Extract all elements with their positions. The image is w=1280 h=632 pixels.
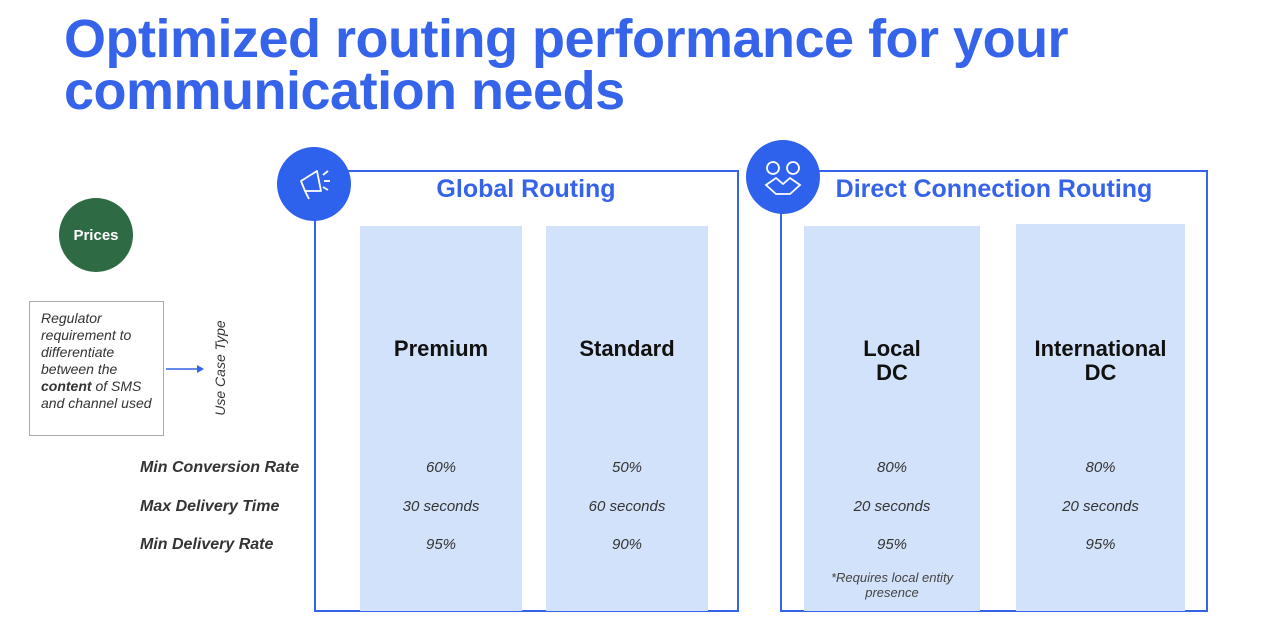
row-label: Min Conversion Rate xyxy=(140,459,300,476)
note-bold: content xyxy=(41,378,92,394)
cell-value: 95% xyxy=(425,536,457,553)
arrow xyxy=(166,365,204,373)
column xyxy=(1016,224,1185,611)
column-name: Standard xyxy=(579,336,675,361)
handshake-icon xyxy=(746,140,820,214)
column-name: International xyxy=(1034,336,1167,361)
cell-value: 90% xyxy=(611,536,643,553)
note-text: of SMS and channel used xyxy=(41,378,152,411)
title-line: communication needs xyxy=(64,61,625,121)
cell-value: 50% xyxy=(611,459,643,476)
footnote: *Requires local entity presence xyxy=(830,570,954,600)
megaphone-icon xyxy=(277,147,351,221)
prices-badge: Prices xyxy=(59,198,133,272)
group-box xyxy=(314,170,739,612)
axis-label: Use Case Type xyxy=(212,320,228,416)
cell-value: 20 seconds xyxy=(1062,498,1139,515)
note-text: Regulator requirement to differentiate b… xyxy=(41,310,132,377)
cell-value: 60% xyxy=(425,459,457,476)
group-box xyxy=(780,170,1208,612)
title-line: Optimized routing performance for your xyxy=(64,9,1069,69)
cell-value: 30 seconds xyxy=(402,498,480,515)
cell-value: 60 seconds xyxy=(588,498,666,515)
row-label: Min Delivery Rate xyxy=(140,536,274,553)
column-name: DC xyxy=(876,360,908,385)
column-name: Premium xyxy=(393,336,489,361)
cell-value: 80% xyxy=(1085,459,1116,476)
column xyxy=(546,226,708,611)
column-name: DC xyxy=(1084,360,1117,385)
column xyxy=(360,226,522,611)
prices-label: Prices xyxy=(73,226,119,244)
cell-value: 20 seconds xyxy=(853,498,931,515)
cell-value: 95% xyxy=(876,536,908,553)
cell-value: 95% xyxy=(1085,536,1116,553)
note-box: Regulator requirement to differentiate b… xyxy=(29,301,164,436)
group-title: Direct Connection Routing xyxy=(835,175,1153,203)
group-title: Global Routing xyxy=(436,175,616,203)
column-name: Local xyxy=(863,336,921,361)
column xyxy=(804,226,980,611)
cell-value: 80% xyxy=(876,459,908,476)
row-label: Max Delivery Time xyxy=(140,498,280,515)
